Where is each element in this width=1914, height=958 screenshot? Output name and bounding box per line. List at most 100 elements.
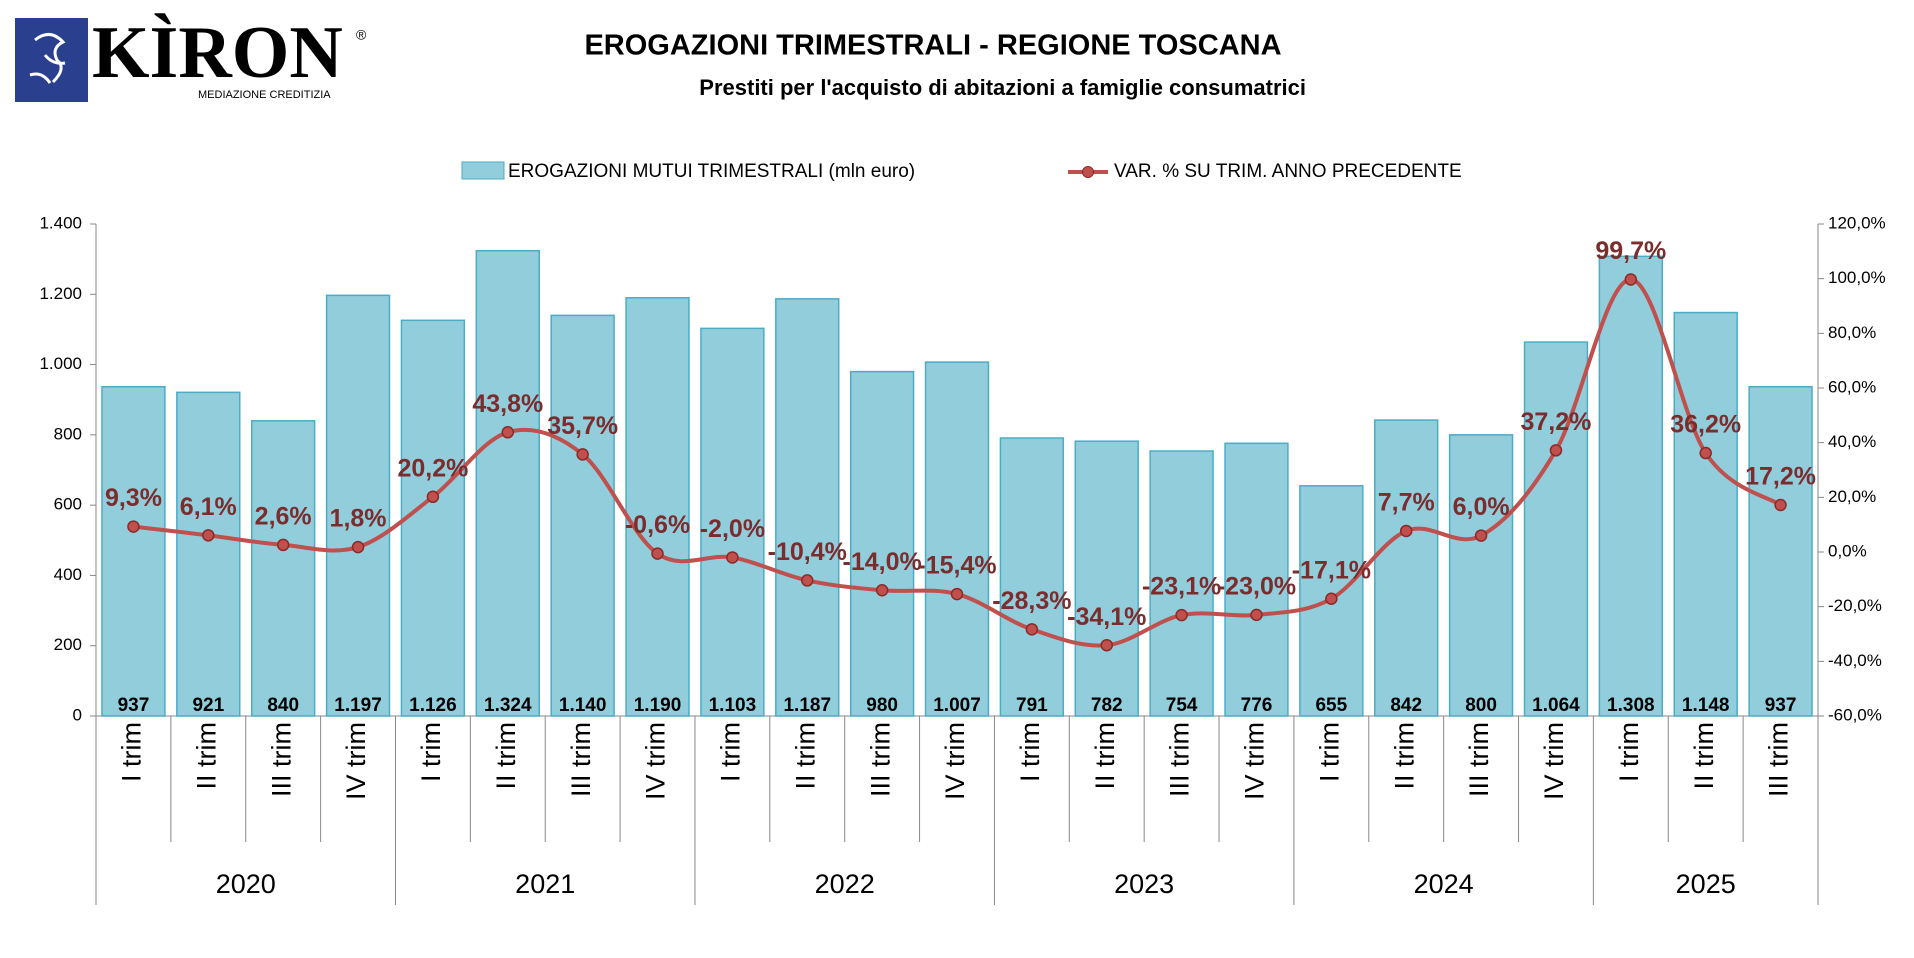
bar (1224, 442, 1289, 717)
line-value-label: 99,7% (1595, 237, 1666, 265)
y2-tick-label: 100,0% (1828, 268, 1886, 287)
bar (999, 437, 1065, 717)
x-tick-label: III trim (266, 722, 296, 797)
bar-value-label: 1.140 (559, 695, 607, 716)
line-marker (1100, 638, 1113, 652)
bar (1149, 450, 1214, 717)
bar-value-label: 800 (1465, 695, 1497, 716)
line-marker (1325, 592, 1338, 605)
bar (176, 391, 241, 717)
line-marker (950, 587, 964, 601)
bar-value-label: 937 (118, 695, 150, 716)
y-tick-label: 400 (54, 565, 82, 584)
line-value-label: -10,4% (768, 538, 847, 566)
x-tick-label: I trim (1614, 722, 1644, 782)
group-label: 2020 (216, 869, 276, 899)
line-value-label: -2,0% (700, 515, 765, 543)
bar (775, 298, 840, 717)
line-value-label: -28,3% (992, 587, 1071, 615)
legend-marker (1082, 166, 1094, 178)
bar (1448, 434, 1514, 717)
x-tick-label: II trim (1389, 722, 1419, 790)
bar-value-label: 1.187 (783, 695, 831, 716)
bar (475, 249, 540, 717)
line-marker (202, 529, 215, 542)
y2-tick-label: 120,0% (1828, 213, 1886, 232)
legend-label: EROGAZIONI MUTUI TRIMESTRALI (mln euro) (508, 161, 915, 182)
line-value-label: -34,1% (1067, 603, 1146, 631)
line-marker (1474, 529, 1488, 542)
y-tick-label: 800 (54, 424, 82, 443)
line-value-label: 43,8% (472, 390, 543, 418)
bar-value-label: 1.103 (709, 695, 757, 716)
chart-title: EROGAZIONI TRIMESTRALI - REGIONE TOSCANA (584, 30, 1281, 62)
bar (625, 297, 690, 717)
line-marker (1175, 608, 1188, 622)
line-marker (1699, 446, 1712, 460)
bar (924, 361, 990, 717)
line-marker (276, 538, 290, 552)
line-marker (726, 551, 739, 564)
bar (101, 385, 166, 717)
x-tick-label: IV trim (1539, 722, 1569, 800)
line-value-label: 36,2% (1670, 411, 1741, 439)
bar-value-label: 1.308 (1607, 695, 1655, 716)
logo-name: KÌRON (92, 12, 343, 94)
bar-value-label: 776 (1241, 695, 1273, 716)
line-marker (351, 540, 365, 554)
x-tick-label: II trim (1090, 722, 1120, 790)
group-label: 2025 (1676, 869, 1736, 899)
y2-tick-label: 80,0% (1828, 323, 1876, 342)
line-marker (801, 574, 814, 587)
y-tick-label: 0 (73, 705, 82, 724)
y-tick-label: 1.000 (39, 354, 82, 373)
line-marker (1624, 273, 1638, 286)
y2-tick-label: 20,0% (1828, 487, 1876, 506)
bar (1673, 311, 1738, 717)
bar-value-label: 1.007 (933, 695, 981, 716)
bar (1748, 385, 1813, 717)
bar-value-label: 754 (1166, 695, 1198, 716)
line-value-label: -15,4% (917, 552, 996, 580)
line-value-label: 2,6% (255, 503, 312, 531)
line-marker (1549, 444, 1563, 457)
bar (1598, 255, 1664, 717)
line-value-label: 35,7% (547, 412, 618, 440)
line-marker (576, 448, 589, 461)
bar-value-label: 840 (267, 695, 299, 716)
line-value-label: -14,0% (843, 548, 922, 576)
x-tick-label: I trim (416, 722, 446, 782)
line-marker (1025, 623, 1039, 636)
line-marker (875, 584, 889, 597)
bar (400, 319, 466, 717)
line-marker (651, 547, 664, 560)
y-tick-label: 200 (54, 635, 82, 654)
line-marker (1774, 498, 1787, 512)
legend-label: VAR. % SU TRIM. ANNO PRECEDENTE (1114, 161, 1462, 182)
bar (550, 314, 615, 717)
bar-value-label: 1.126 (409, 695, 457, 716)
line-marker (426, 490, 440, 504)
bar-value-label: 1.324 (484, 695, 532, 716)
line-value-label: 7,7% (1378, 489, 1435, 517)
bar-value-label: 1.148 (1682, 695, 1730, 716)
bar-value-label: 921 (192, 695, 224, 716)
y-tick-label: 1.400 (39, 213, 82, 232)
x-tick-label: IV trim (940, 722, 970, 800)
x-tick-label: II trim (191, 722, 221, 790)
y2-tick-label: -60,0% (1828, 705, 1882, 724)
group-label: 2021 (515, 869, 575, 899)
bar-value-label: 655 (1315, 695, 1347, 716)
logo: KÌRON ® MEDIAZIONE CREDITIZIA (15, 12, 367, 102)
legend-swatch (461, 161, 505, 180)
bar-value-label: 980 (866, 695, 898, 716)
x-tick-label: I trim (716, 722, 746, 782)
group-label: 2023 (1114, 869, 1174, 899)
line-marker (501, 426, 515, 439)
bar-value-label: 782 (1091, 695, 1123, 716)
y-tick-label: 600 (54, 495, 82, 514)
group-label: 2024 (1414, 869, 1474, 899)
bar-value-label: 937 (1765, 695, 1797, 716)
y-tick-label: 1.200 (39, 284, 82, 303)
y2-tick-label: 60,0% (1828, 377, 1876, 396)
